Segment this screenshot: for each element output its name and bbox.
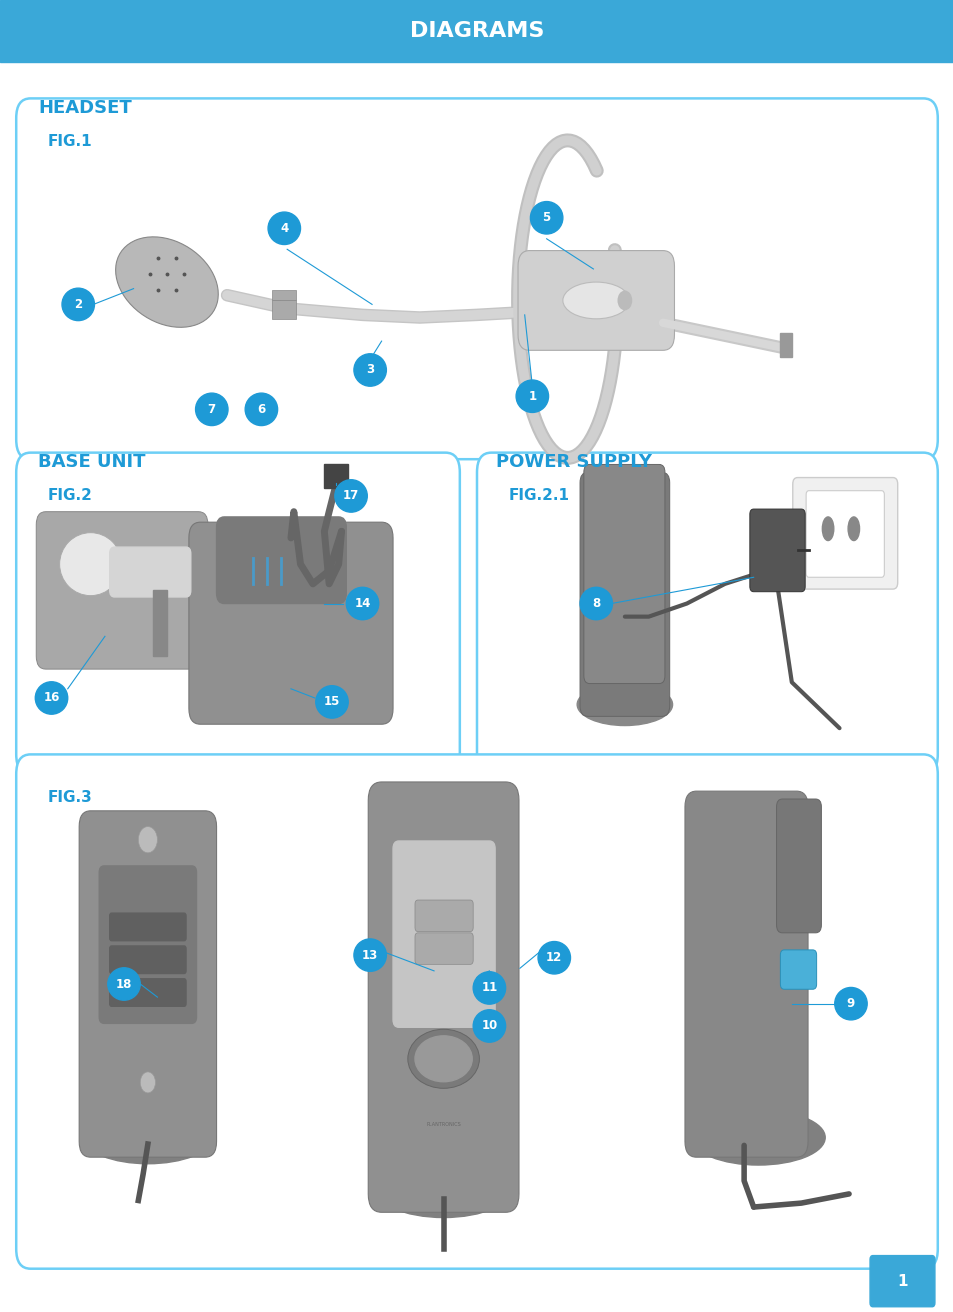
Circle shape [618, 291, 631, 310]
FancyBboxPatch shape [415, 933, 473, 964]
Bar [272, 290, 295, 300]
FancyBboxPatch shape [16, 754, 937, 1269]
Text: 2: 2 [74, 298, 82, 311]
FancyBboxPatch shape [869, 1256, 934, 1307]
Ellipse shape [195, 394, 228, 425]
Text: 12: 12 [545, 951, 562, 964]
Bar [0, 0, 953, 62]
Text: 15: 15 [323, 695, 340, 708]
Ellipse shape [516, 380, 548, 412]
Ellipse shape [562, 282, 629, 319]
Ellipse shape [59, 533, 122, 596]
FancyBboxPatch shape [684, 791, 807, 1157]
Text: 3: 3 [366, 363, 374, 377]
FancyBboxPatch shape [79, 811, 216, 1157]
Text: FIG.1: FIG.1 [48, 134, 92, 148]
Ellipse shape [577, 684, 672, 726]
Text: 9: 9 [846, 997, 854, 1010]
Ellipse shape [62, 289, 94, 320]
Ellipse shape [530, 202, 562, 234]
FancyBboxPatch shape [749, 509, 804, 592]
Text: PLANTRONICS: PLANTRONICS [426, 1122, 460, 1127]
Text: FIG.3: FIG.3 [48, 790, 92, 804]
FancyBboxPatch shape [99, 866, 196, 1023]
Text: 7: 7 [208, 403, 215, 416]
Text: 8: 8 [592, 597, 599, 610]
FancyBboxPatch shape [579, 472, 669, 716]
Text: 18: 18 [115, 977, 132, 991]
FancyBboxPatch shape [110, 979, 186, 1006]
Text: FIG.2.1: FIG.2.1 [508, 488, 569, 502]
Ellipse shape [517, 295, 535, 329]
Ellipse shape [83, 1111, 212, 1164]
Circle shape [140, 1072, 155, 1093]
Text: 6: 6 [257, 403, 265, 416]
FancyBboxPatch shape [805, 491, 883, 577]
Text: 10: 10 [480, 1019, 497, 1033]
Ellipse shape [415, 1036, 472, 1081]
Ellipse shape [115, 237, 218, 327]
Ellipse shape [537, 942, 570, 974]
Ellipse shape [346, 588, 378, 619]
Text: 1: 1 [528, 390, 536, 403]
Ellipse shape [473, 972, 505, 1004]
FancyBboxPatch shape [110, 547, 191, 597]
FancyBboxPatch shape [393, 841, 495, 1027]
FancyBboxPatch shape [36, 512, 208, 669]
FancyBboxPatch shape [16, 98, 937, 459]
Text: DIAGRAMS: DIAGRAMS [410, 21, 543, 41]
Ellipse shape [834, 988, 866, 1019]
FancyBboxPatch shape [776, 799, 821, 933]
Ellipse shape [268, 213, 300, 244]
Ellipse shape [335, 480, 367, 512]
FancyBboxPatch shape [216, 517, 346, 604]
Ellipse shape [315, 686, 348, 718]
FancyBboxPatch shape [368, 782, 518, 1212]
Bar [272, 300, 295, 319]
FancyBboxPatch shape [792, 478, 897, 589]
Text: 14: 14 [354, 597, 371, 610]
Bar [152, 590, 167, 656]
FancyBboxPatch shape [16, 453, 459, 774]
Text: POWER SUPPLY: POWER SUPPLY [496, 453, 652, 471]
FancyBboxPatch shape [110, 946, 186, 974]
Ellipse shape [408, 1029, 478, 1089]
Text: BASE UNIT: BASE UNIT [38, 453, 146, 471]
Text: 17: 17 [342, 489, 359, 502]
Text: 13: 13 [361, 949, 378, 962]
Bar [324, 464, 348, 488]
FancyBboxPatch shape [780, 950, 816, 989]
Ellipse shape [108, 968, 140, 1000]
FancyBboxPatch shape [583, 464, 664, 684]
FancyBboxPatch shape [517, 251, 674, 350]
Ellipse shape [354, 354, 386, 386]
Ellipse shape [354, 939, 386, 971]
Text: 4: 4 [280, 222, 288, 235]
Ellipse shape [35, 682, 68, 714]
Text: 1: 1 [896, 1274, 907, 1290]
FancyBboxPatch shape [476, 453, 937, 774]
Ellipse shape [821, 517, 833, 541]
Text: 5: 5 [542, 211, 550, 224]
Text: 16: 16 [43, 691, 60, 705]
Ellipse shape [245, 394, 277, 425]
Text: 11: 11 [480, 981, 497, 994]
FancyBboxPatch shape [110, 913, 186, 941]
Text: FIG.2: FIG.2 [48, 488, 92, 502]
FancyBboxPatch shape [189, 522, 393, 724]
Circle shape [138, 827, 157, 853]
Ellipse shape [473, 1010, 505, 1042]
Text: HEADSET: HEADSET [38, 98, 132, 117]
Ellipse shape [847, 517, 859, 541]
Bar [780, 333, 791, 357]
FancyBboxPatch shape [415, 900, 473, 932]
Ellipse shape [691, 1110, 824, 1165]
Ellipse shape [372, 1155, 515, 1218]
Ellipse shape [579, 588, 612, 619]
